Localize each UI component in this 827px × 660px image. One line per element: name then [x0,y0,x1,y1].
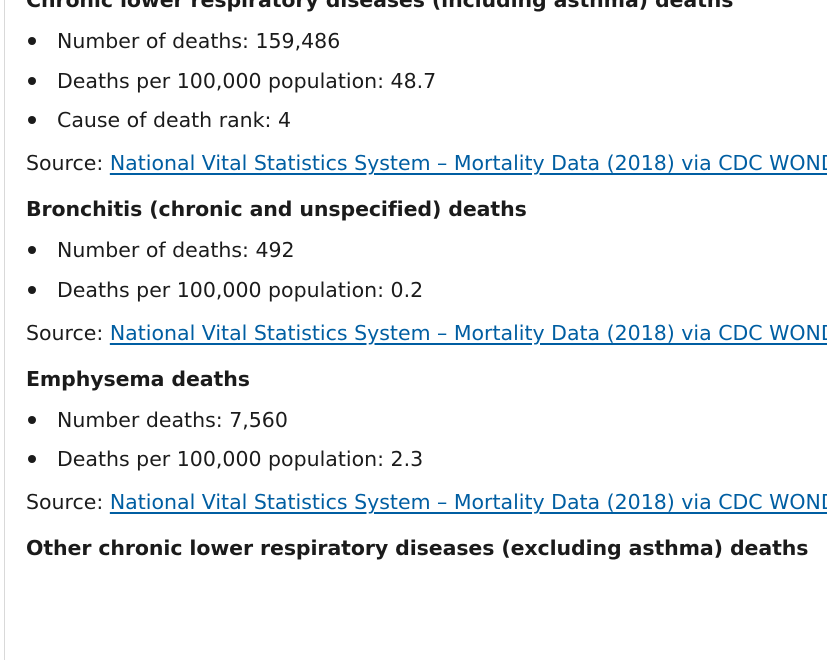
list-item: Deaths per 100,000 population: 48.7 [28,66,827,96]
list-item: Number of deaths: 159,486 [28,26,827,56]
section-emphysema: Emphysema deaths Number deaths: 7,560 De… [26,364,827,518]
stat-text: Number of deaths: 159,486 [57,29,341,53]
source-prefix: Source: [26,320,110,345]
section-chronic-lower-respiratory: Chronic lower respiratory diseases (incl… [26,0,827,178]
source-line: Source: National Vital Statistics System… [26,487,827,517]
list-item: Number of deaths: 492 [28,235,827,265]
stat-text: Deaths per 100,000 population: 2.3 [57,447,424,472]
list-item: Deaths per 100,000 population: 2.3 [28,444,827,474]
source-link[interactable]: National Vital Statistics System – Morta… [109,320,827,345]
list-item: Number deaths: 7,560 [28,405,827,435]
section-heading: Chronic lower respiratory diseases (incl… [26,0,734,12]
stat-text: Number of deaths: 492 [57,238,295,263]
source-prefix: Source: [26,151,110,176]
stat-text: Number deaths: 7,560 [57,407,288,432]
bullet-icon [28,285,36,294]
section-heading: Other chronic lower respiratory diseases… [26,536,809,561]
bullet-icon [28,37,36,45]
section-other-chronic-lower-respiratory: Other chronic lower respiratory diseases… [26,533,827,563]
left-border-divider [4,0,5,660]
stat-text: Cause of death rank: 4 [57,108,292,133]
list-item: Deaths per 100,000 population: 0.2 [28,275,827,305]
stat-text: Deaths per 100,000 population: 0.2 [57,277,424,302]
source-link[interactable]: National Vital Statistics System – Morta… [109,490,827,515]
bullet-icon [28,246,36,255]
source-line: Source: National Vital Statistics System… [26,318,827,348]
stat-text: Deaths per 100,000 population: 48.7 [57,68,437,93]
bullet-icon [28,455,36,464]
list-item: Cause of death rank: 4 [28,105,827,135]
content-area: Chronic lower respiratory diseases (incl… [26,0,827,563]
bullet-icon [28,415,36,424]
section-bronchitis: Bronchitis (chronic and unspecified) dea… [26,194,827,348]
stats-list: Number of deaths: 159,486 Deaths per 100… [26,26,827,135]
stats-list: Number deaths: 7,560 Deaths per 100,000 … [26,405,827,475]
source-line: Source: National Vital Statistics System… [26,148,827,178]
bullet-icon [28,76,36,85]
stats-list: Number of deaths: 492 Deaths per 100,000… [26,235,827,305]
section-heading: Bronchitis (chronic and unspecified) dea… [26,197,527,222]
source-prefix: Source: [26,490,110,515]
section-heading: Emphysema deaths [26,366,250,391]
source-link[interactable]: National Vital Statistics System – Morta… [109,151,827,176]
bullet-icon [28,116,36,125]
